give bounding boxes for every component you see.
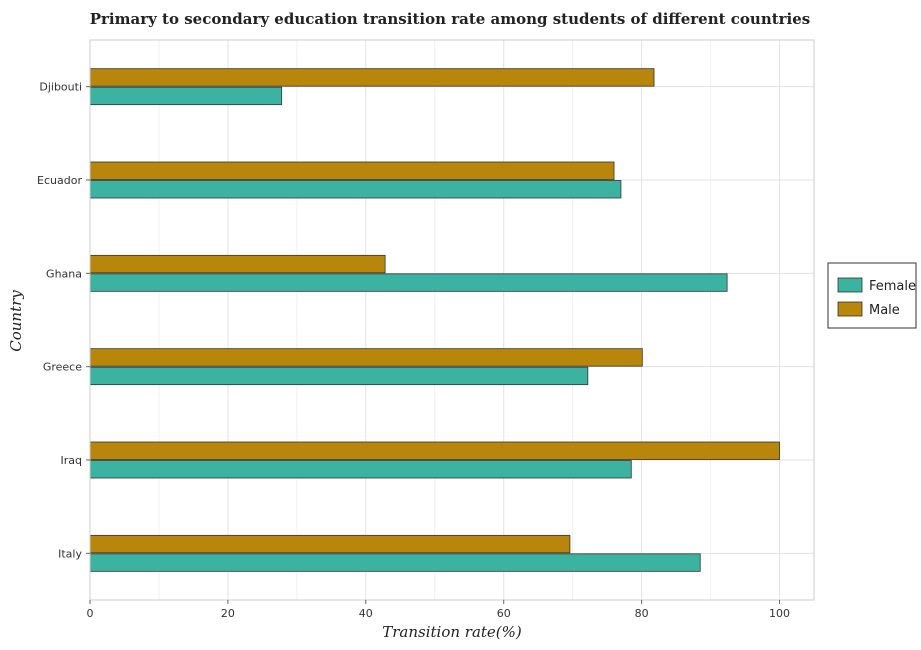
legend: Female Male [827, 262, 917, 329]
bar-male-iraq [89, 441, 780, 460]
bar-male-ecuador [89, 161, 615, 180]
legend-swatch-male [837, 301, 863, 317]
bar-male-djibouti [89, 68, 655, 87]
y-tick-label: Ecuador [37, 174, 82, 187]
y-tick-label: Ghana [46, 267, 82, 280]
bars [89, 68, 780, 572]
plot-frame [89, 39, 815, 601]
legend-label-male: Male [869, 303, 900, 318]
bar-female-greece [89, 366, 589, 386]
y-tick-label: Italy [58, 547, 82, 560]
chart-title: Primary to secondary education transitio… [90, 10, 811, 28]
legend-label-female: Female [869, 279, 916, 294]
bar-female-italy [89, 553, 701, 572]
y-tick-label: Iraq [61, 454, 83, 467]
bar-female-ghana [89, 273, 728, 292]
y-tick-label: Greece [43, 361, 82, 374]
x-tick-label: 80 [635, 607, 649, 620]
y-ticks: Djibouti Ecuador Ghana Greece Iraq Italy [37, 81, 90, 560]
legend-swatch-female [837, 277, 863, 293]
x-tick-label: 0 [87, 607, 94, 620]
grid [89, 40, 814, 600]
x-axis-label: Transition rate(%) [382, 623, 522, 641]
bar-male-italy [89, 534, 571, 554]
y-axis-label: Country [7, 290, 25, 352]
x-tick-label: 40 [359, 607, 373, 620]
legend-box [827, 262, 917, 329]
bar-female-ecuador [89, 180, 622, 199]
x-ticks: 0 20 40 60 80 100 [87, 600, 790, 620]
bar-male-greece [89, 348, 643, 367]
x-tick-label: 20 [221, 607, 235, 620]
x-tick-label: 60 [497, 607, 511, 620]
bar-female-djibouti [89, 86, 283, 106]
bar-female-iraq [89, 460, 632, 479]
bar-male-ghana [89, 254, 386, 274]
y-tick-label: Djibouti [39, 81, 82, 94]
x-tick-label: 100 [769, 607, 790, 620]
